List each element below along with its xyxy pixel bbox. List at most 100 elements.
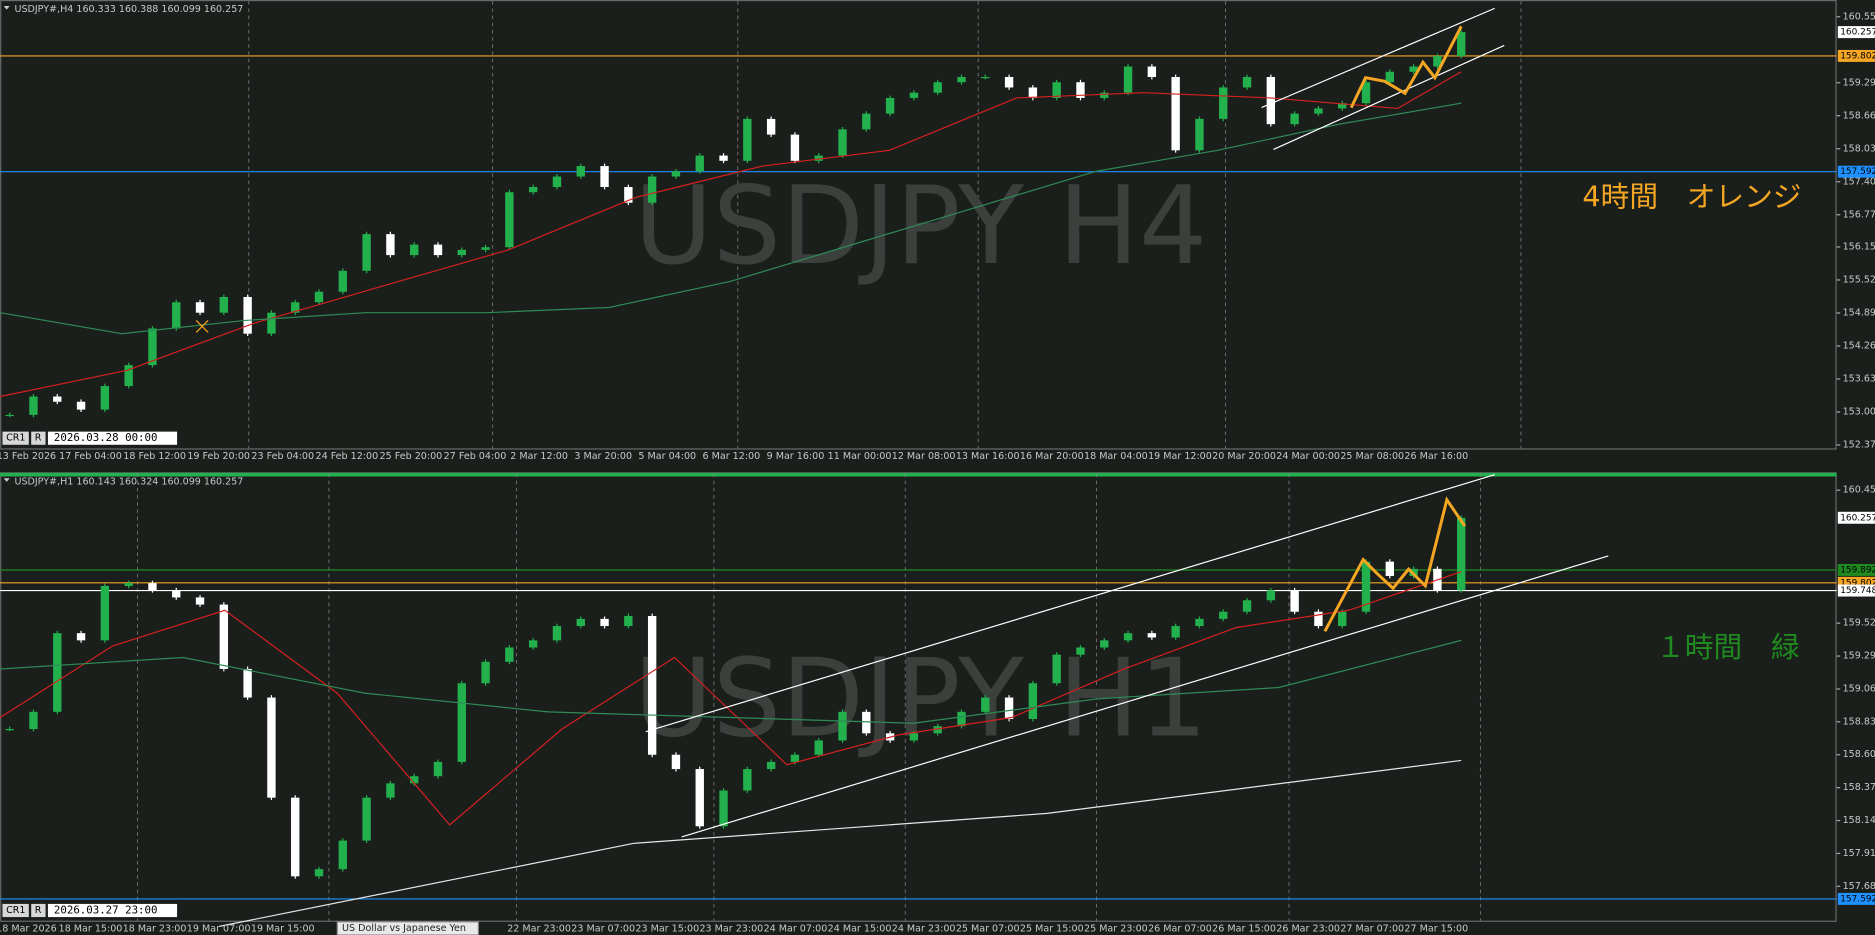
candle	[1004, 697, 1014, 719]
x-tick-label: 5 Mar 04:00	[638, 451, 696, 462]
candle	[862, 113, 871, 130]
watermark: USDJPY H4	[634, 164, 1207, 289]
candle	[243, 668, 252, 698]
y-tick-label: 158.660	[1843, 110, 1875, 121]
status-mode: R	[35, 433, 42, 444]
channel-line	[1261, 7, 1495, 109]
channel-line	[1273, 44, 1505, 151]
candle	[1076, 82, 1085, 98]
candle	[505, 647, 514, 662]
level-box	[1837, 49, 1875, 62]
y-tick-label: 157.910	[1843, 848, 1875, 859]
y-tick-label: 159.520	[1843, 618, 1875, 629]
candle	[528, 186, 538, 193]
candle	[1361, 561, 1371, 612]
candle	[172, 302, 181, 329]
candle	[552, 176, 562, 187]
candle	[338, 840, 347, 870]
candle	[1385, 71, 1394, 83]
x-tick-label: 12 Mar 08:00	[892, 451, 956, 462]
x-tick-label: 24 Mar 07:00	[764, 924, 828, 935]
candle	[671, 171, 681, 177]
x-tick-label: 26 Mar 15:00	[1212, 924, 1276, 935]
candle	[624, 186, 633, 203]
candle	[838, 129, 847, 156]
x-tick-label: 25 Mar 15:00	[1020, 924, 1084, 935]
x-tick-label: 19 Mar 07:00	[187, 924, 251, 935]
candle	[576, 618, 585, 627]
candle	[219, 296, 229, 313]
x-tick-label: 27 Feb 04:00	[444, 451, 507, 462]
x-tick-label: 23 Feb 04:00	[251, 451, 314, 462]
x-tick-label: 20 Mar 20:00	[1212, 451, 1276, 462]
candle	[1147, 66, 1157, 77]
channel-line	[681, 555, 1609, 838]
x-tick-label: 22 Mar 23:00	[507, 924, 571, 935]
y-tick-label: 153.005	[1843, 406, 1875, 417]
last-price: 160.257	[1840, 28, 1875, 38]
x-tick-label: 19 Feb 20:00	[187, 451, 250, 462]
candle	[433, 761, 443, 777]
x-tick-label: 3 Mar 20:00	[574, 451, 632, 462]
status-box	[31, 431, 46, 445]
y-tick-label: 156.770	[1843, 209, 1875, 220]
x-tick-label: 25 Mar 07:00	[956, 924, 1020, 935]
x-tick-label: 26 Mar 23:00	[1276, 924, 1340, 935]
candle	[100, 386, 110, 410]
x-tick-label: 11 Mar 00:00	[828, 451, 892, 462]
candle	[576, 166, 585, 177]
x-tick-label: 27 Mar 07:00	[1340, 924, 1404, 935]
level-box	[1837, 563, 1875, 576]
candle	[600, 618, 609, 627]
status-box	[2, 431, 29, 445]
candle	[410, 244, 419, 256]
x-tick-label: 27 Mar 15:00	[1404, 924, 1468, 935]
y-tick-label: 157.680	[1843, 881, 1875, 892]
candle	[1457, 32, 1466, 57]
y-tick-label: 158.370	[1843, 782, 1875, 793]
y-tick-label: 159.060	[1843, 683, 1875, 694]
zigzag	[1323, 496, 1467, 633]
tooltip-box	[336, 921, 479, 935]
candle	[243, 296, 252, 334]
candle	[267, 312, 276, 334]
level-label: 159.802	[1840, 51, 1875, 61]
time-box	[47, 903, 178, 918]
candle	[362, 234, 371, 271]
x-tick-label: 23 Mar 07:00	[571, 924, 635, 935]
status-mode: CR1	[6, 905, 25, 916]
drawings	[195, 7, 1609, 838]
candle	[1314, 611, 1323, 627]
status-mode: CR1	[6, 433, 25, 444]
candle	[1171, 76, 1180, 151]
last-price: 160.257	[1840, 513, 1875, 523]
candle	[386, 783, 395, 798]
time-box	[47, 431, 178, 445]
candle	[695, 769, 704, 827]
candle	[148, 583, 157, 591]
x-tick-label: 18 Feb 12:00	[123, 451, 186, 462]
x-tick-label: 24 Mar 15:00	[828, 924, 892, 935]
candle	[909, 733, 919, 741]
candle	[1219, 87, 1228, 119]
moving-average	[0, 71, 1462, 398]
candle	[291, 302, 300, 313]
status-box	[2, 903, 29, 918]
x-tick-label: 16 Mar 20:00	[1020, 451, 1084, 462]
level-label: 159.892	[1840, 565, 1875, 575]
candle	[1457, 517, 1466, 591]
level-label: 159.748	[1840, 586, 1875, 596]
candle	[1004, 76, 1014, 88]
candle	[790, 754, 800, 762]
candle	[1409, 66, 1418, 72]
candle	[76, 633, 86, 641]
x-tick-label: 18 Mar 23:00	[123, 924, 187, 935]
x-tick-label: 26 Mar 16:00	[1404, 451, 1468, 462]
candle	[528, 640, 538, 648]
candle	[862, 711, 871, 734]
candle	[505, 192, 514, 248]
moving-average	[219, 759, 1462, 927]
cursor-time: 2026.03.27 23:00	[54, 903, 158, 916]
candle	[29, 711, 38, 730]
